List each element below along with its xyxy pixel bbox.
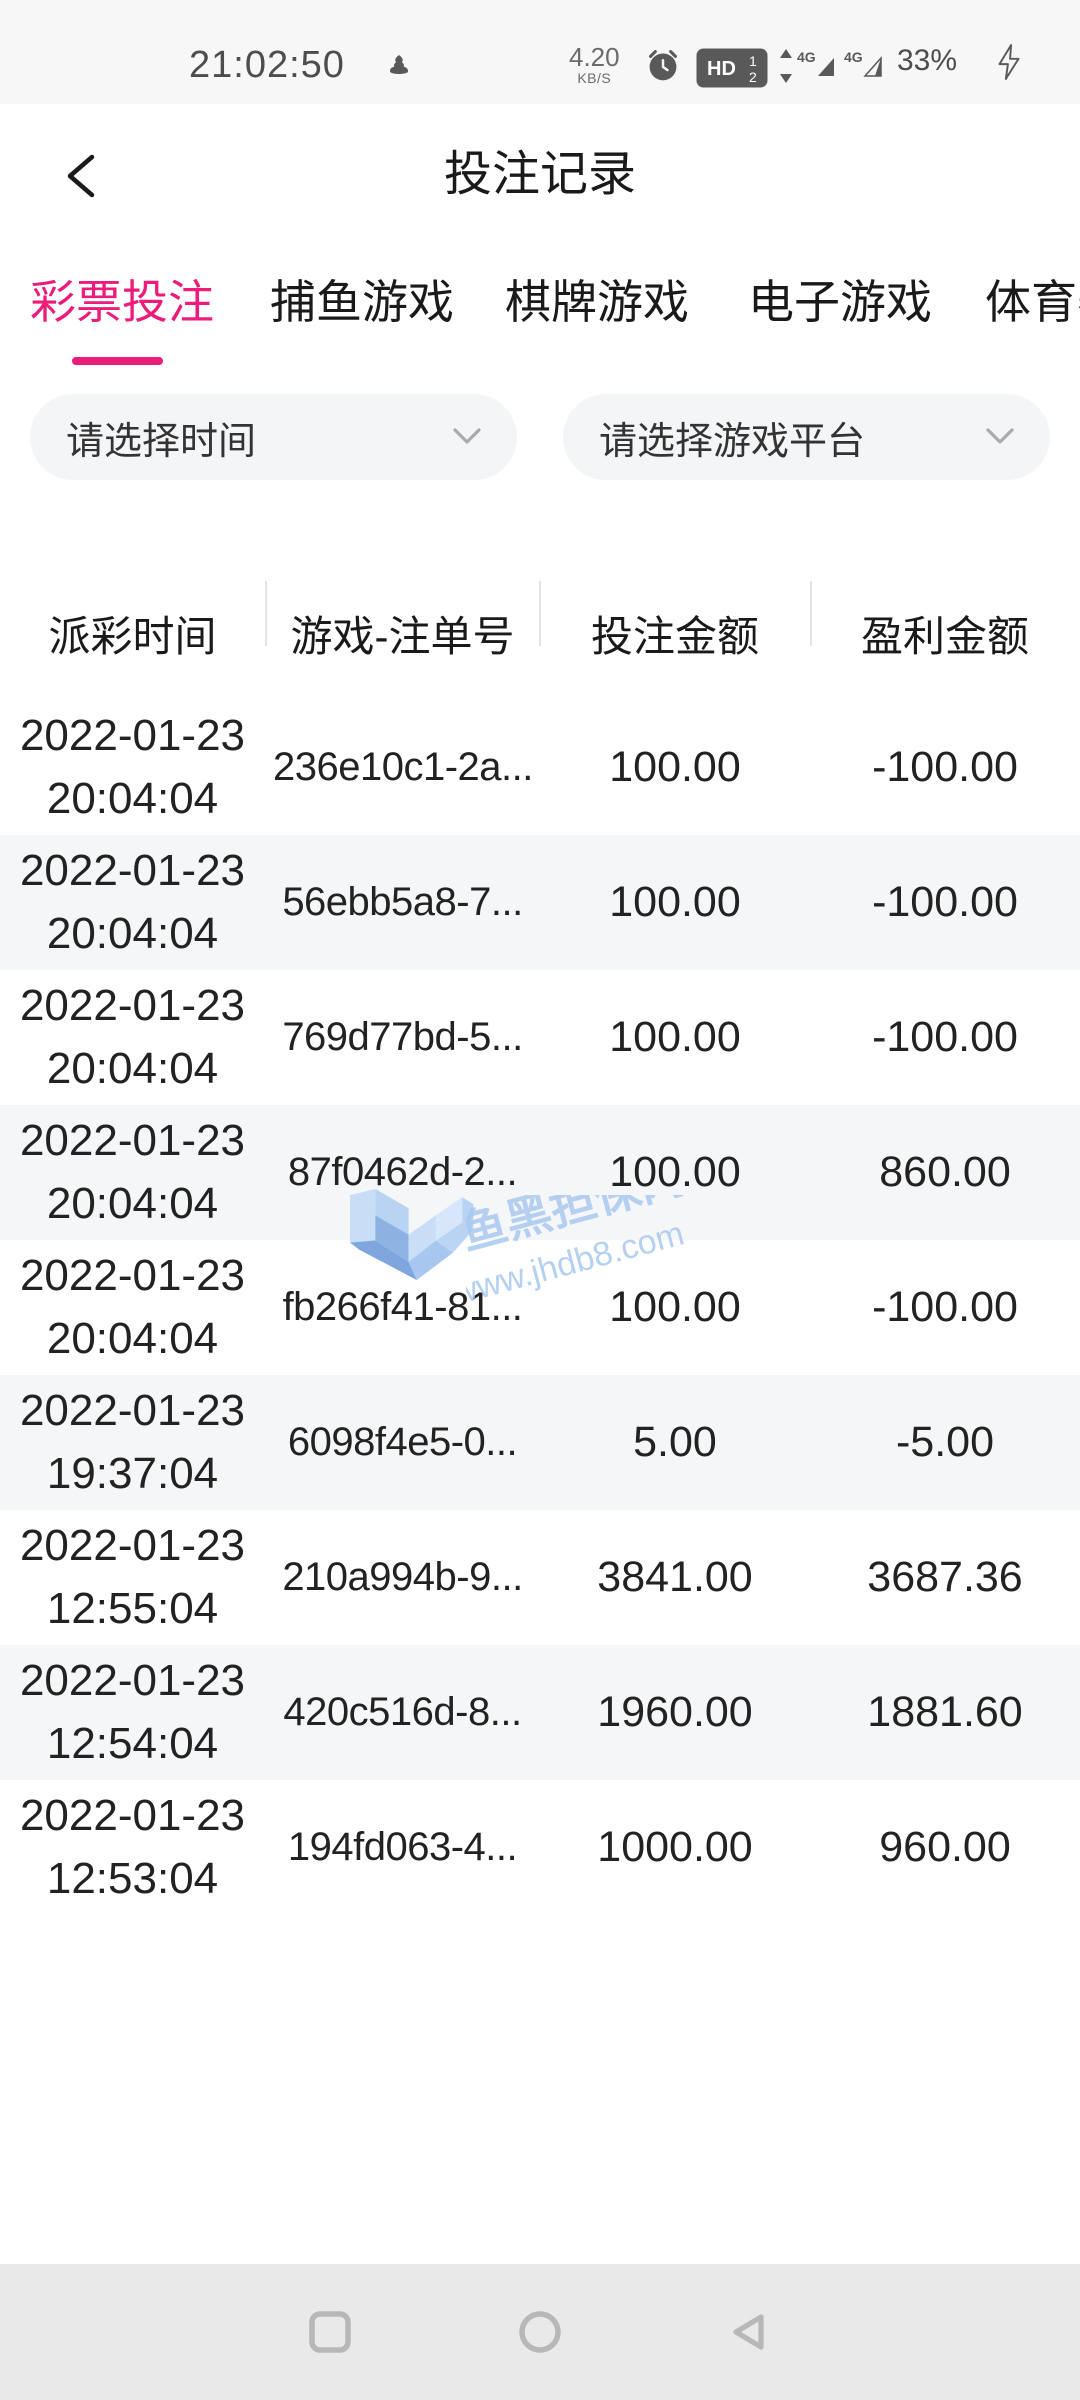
svg-text:4G: 4G (797, 50, 816, 65)
svg-text:4G: 4G (844, 50, 863, 65)
svg-text:2: 2 (749, 69, 757, 85)
svg-text:HD: HD (707, 58, 736, 80)
svg-text:1: 1 (749, 53, 757, 69)
